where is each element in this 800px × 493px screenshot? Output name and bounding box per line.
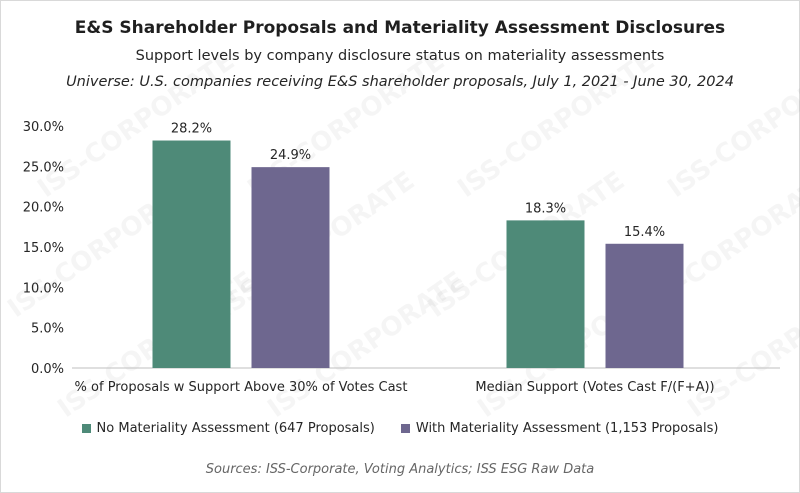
y-tick-label: 10.0% [23, 281, 64, 296]
y-tick-label: 0.0% [31, 362, 64, 377]
chart-subtitle: Support levels by company disclosure sta… [135, 48, 665, 64]
legend-swatch-with-assessment [400, 424, 410, 433]
legend-item-with-assessment: With Materiality Assessment (1,153 Propo… [400, 421, 719, 436]
y-tick-label: 20.0% [23, 201, 64, 216]
y-tick-label: 30.0% [23, 120, 64, 135]
legend-label-with-assessment: With Materiality Assessment (1,153 Propo… [415, 421, 719, 436]
bar-with-assessment [605, 243, 684, 368]
bar-no-assessment [152, 140, 231, 368]
legend-swatch-no-assessment [81, 424, 91, 433]
chart-universe-note: Universe: U.S. companies receiving E&S s… [66, 74, 734, 90]
chart-title: E&S Shareholder Proposals and Materialit… [74, 18, 726, 38]
y-tick-label: 15.0% [23, 241, 64, 256]
y-tick-label: 5.0% [31, 322, 64, 337]
data-label: 24.9% [270, 148, 311, 163]
data-label: 18.3% [525, 201, 566, 216]
source-note: Sources: ISS-Corporate, Voting Analytics… [205, 462, 595, 477]
x-category-label: Median Support (Votes Cast F/(F+A)) [475, 380, 714, 395]
legend-label-no-assessment: No Materiality Assessment (647 Proposals… [96, 421, 375, 436]
bar-no-assessment [506, 220, 585, 368]
y-tick-label: 25.0% [23, 160, 64, 175]
bar-with-assessment [251, 167, 330, 368]
x-category-label: % of Proposals w Support Above 30% of Vo… [75, 380, 408, 395]
data-label: 28.2% [171, 122, 212, 137]
legend-item-no-assessment: No Materiality Assessment (647 Proposals… [81, 421, 375, 436]
legend: No Materiality Assessment (647 Proposals… [0, 421, 800, 436]
data-label: 15.4% [624, 225, 665, 240]
